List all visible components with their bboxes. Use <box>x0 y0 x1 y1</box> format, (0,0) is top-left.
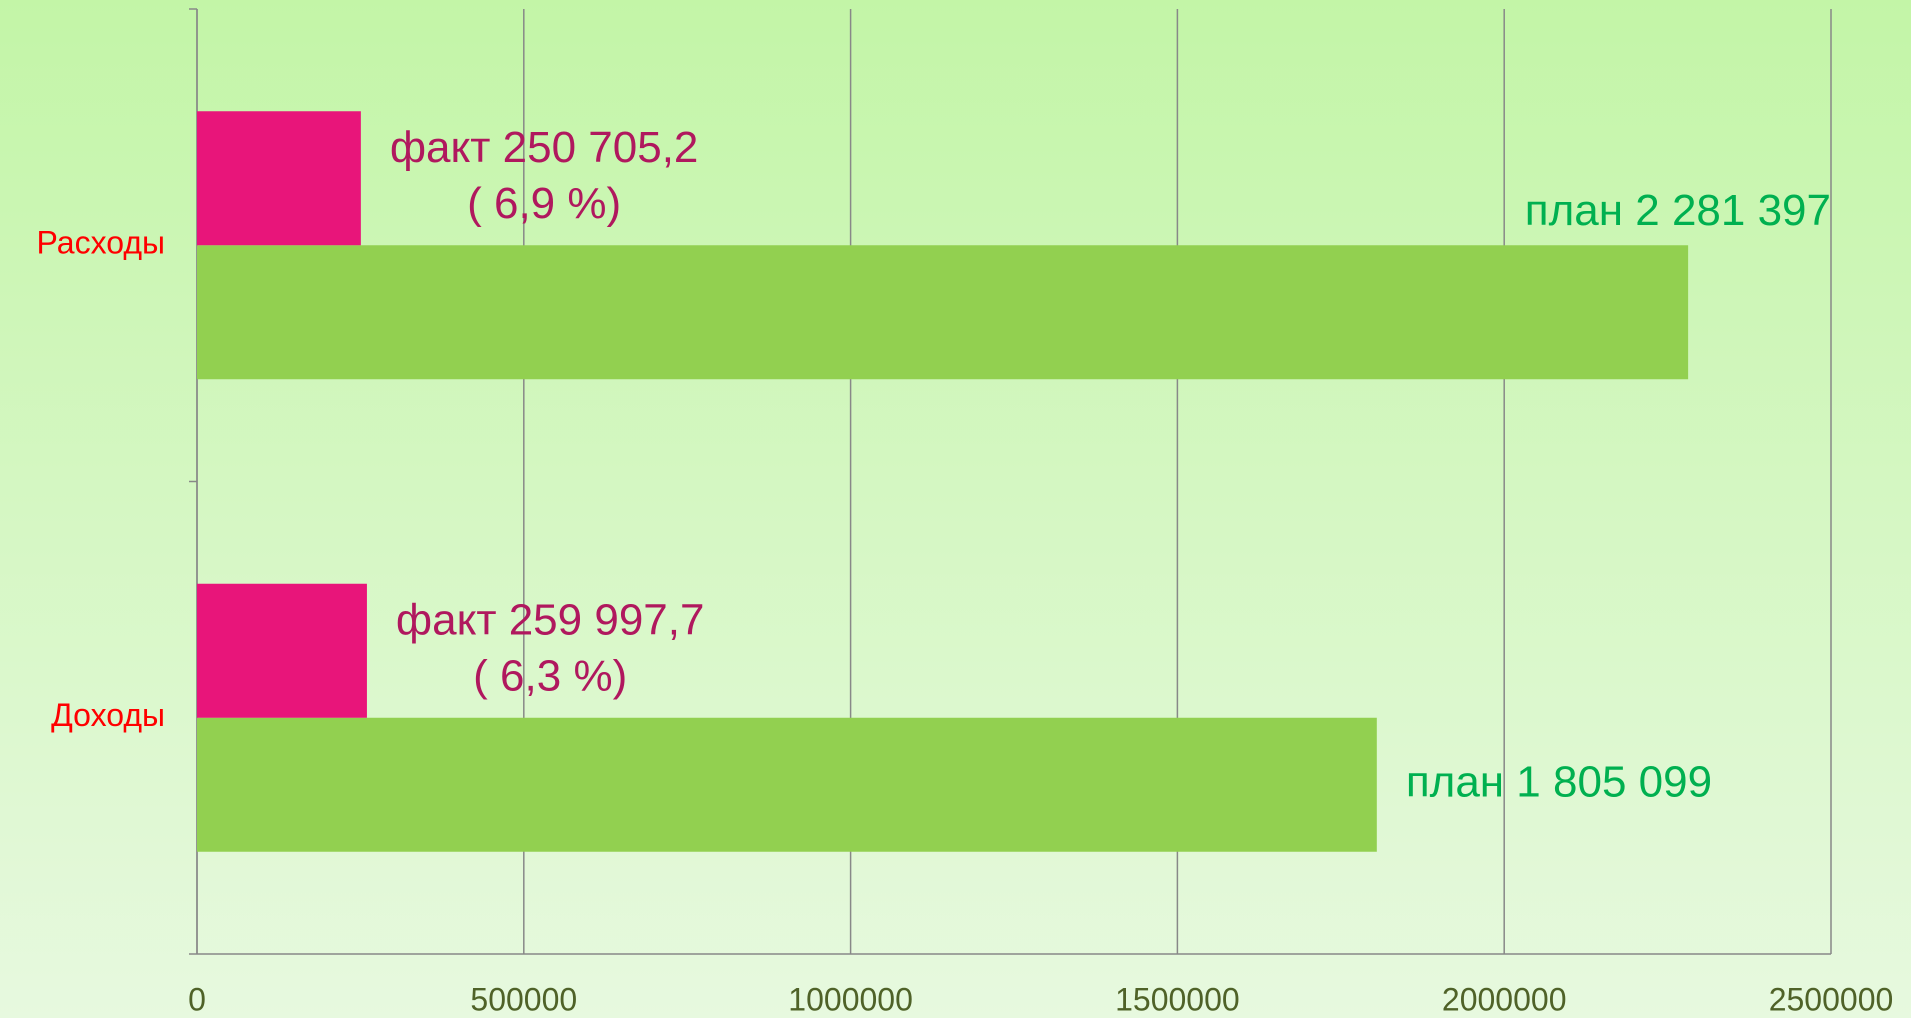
data-label: факт 250 705,2 <box>390 123 699 172</box>
bar <box>197 111 361 246</box>
data-label: ( 6,3 %) <box>473 651 627 700</box>
bar <box>197 245 1689 380</box>
x-tick-label: 2500000 <box>1769 981 1894 1017</box>
x-tick-label: 1500000 <box>1115 981 1240 1017</box>
data-label: план 1 805 099 <box>1406 757 1712 806</box>
data-label: ( 6,9 %) <box>467 179 621 228</box>
x-tick-label: 2000000 <box>1442 981 1567 1017</box>
bar <box>197 583 367 718</box>
x-tick-label: 0 <box>188 981 206 1017</box>
data-label: план 2 281 397 <box>1525 186 1831 235</box>
x-tick-label: 500000 <box>470 981 577 1017</box>
y-tick-label: Расходы <box>37 225 165 261</box>
x-tick-label: 1000000 <box>788 981 913 1017</box>
data-label: факт 259 997,7 <box>396 595 705 644</box>
bar <box>197 717 1377 852</box>
y-tick-label: Доходы <box>51 697 165 733</box>
